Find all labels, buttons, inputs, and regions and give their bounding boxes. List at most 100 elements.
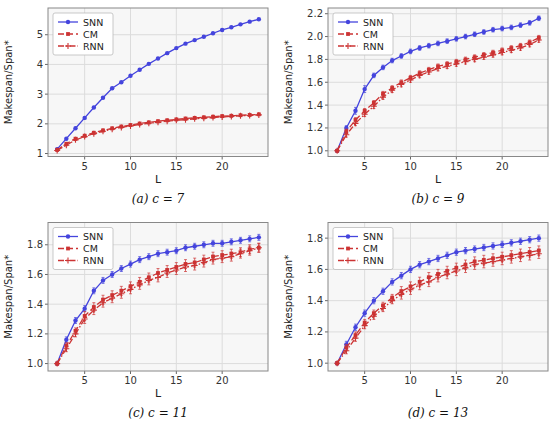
point (362, 87, 366, 91)
y-grid-line (328, 300, 548, 301)
series (335, 235, 541, 365)
y-tick-label: 1.4 (307, 295, 323, 306)
error-bar (193, 243, 196, 249)
y-grid-line (328, 127, 548, 128)
legend-label: CM (83, 29, 98, 40)
point (527, 42, 533, 48)
legend-box (53, 228, 113, 270)
point (463, 34, 467, 38)
point (164, 270, 170, 276)
point (426, 279, 432, 285)
x-tick-label: 20 (216, 161, 229, 172)
point (482, 30, 486, 34)
point (247, 19, 251, 23)
error-bar (473, 246, 476, 252)
legend: SNNCMRNN (53, 13, 113, 55)
series-line (57, 114, 259, 150)
point (155, 274, 161, 280)
legend-entry: SNN (58, 231, 103, 242)
plot-background (328, 223, 548, 372)
point (537, 236, 541, 240)
error-bar (147, 254, 150, 260)
error-bar (437, 41, 440, 46)
plot-background (328, 8, 548, 157)
point (445, 253, 449, 257)
error-bar (409, 266, 412, 272)
error-bar (354, 324, 357, 330)
point (362, 311, 366, 315)
legend-entry: SNN (338, 231, 383, 242)
point (155, 119, 161, 125)
x-axis-label: L (155, 387, 162, 400)
point (228, 113, 234, 119)
point (64, 136, 68, 140)
point (380, 94, 386, 100)
error-bar (464, 34, 467, 39)
point (257, 235, 261, 239)
point (73, 137, 79, 143)
point (211, 31, 215, 35)
legend-label: SNN (83, 231, 103, 242)
point (82, 316, 88, 322)
y-tick-label: 1.8 (27, 239, 43, 250)
subplot-caption: (c) c = 11 (128, 406, 188, 420)
point (247, 248, 253, 254)
series (55, 17, 261, 151)
error-bar (129, 261, 132, 267)
legend-entry: RNN (58, 41, 104, 52)
series-line (57, 248, 259, 364)
point (82, 116, 86, 120)
point (362, 111, 368, 117)
y-tick-label: 1.8 (307, 233, 323, 244)
error-bar (427, 43, 430, 48)
y-tick-label: 4 (37, 59, 43, 70)
y-tick-label: 1.8 (307, 54, 323, 65)
y-axis-label: Makespan/Span* (3, 40, 14, 124)
point (119, 80, 123, 84)
error-bar (372, 298, 375, 304)
error-bar (221, 240, 224, 246)
legend-label: RNN (363, 41, 384, 52)
point (518, 239, 522, 243)
y-tick-label: 1.0 (27, 358, 43, 369)
point (427, 259, 431, 263)
error-bar (138, 257, 141, 263)
x-tick-label: 15 (450, 161, 463, 172)
point (472, 262, 478, 268)
point (183, 264, 189, 270)
y-grid-line (328, 82, 548, 83)
legend-entry: RNN (58, 255, 104, 266)
point (137, 121, 143, 127)
point (147, 62, 151, 66)
error-bar (83, 306, 86, 312)
x-tick-label: 10 (124, 161, 137, 172)
error-bar (166, 249, 169, 255)
series (54, 112, 262, 154)
subplot: 1.01.21.41.61.85101520LMakespan/Span*(d)… (283, 223, 548, 421)
point (500, 26, 504, 30)
point (202, 35, 206, 39)
data-area (54, 17, 262, 153)
point (509, 25, 513, 29)
point (211, 241, 215, 245)
error-bar (92, 288, 95, 294)
point (444, 63, 450, 69)
point (210, 115, 216, 121)
point (183, 246, 187, 250)
x-tick-label: 15 (170, 375, 183, 386)
point (229, 240, 233, 244)
point (372, 73, 376, 77)
x-grid-line (176, 8, 177, 157)
point (454, 37, 458, 41)
point (73, 126, 77, 130)
legend-label: CM (363, 243, 378, 254)
y-tick-label: 1.6 (307, 77, 323, 88)
y-tick-label: 2 (37, 118, 43, 129)
subplot-caption: (d) c = 13 (408, 406, 469, 420)
point (219, 114, 225, 120)
y-grid-line (328, 150, 548, 151)
legend-label: SNN (363, 231, 383, 242)
error-bar (248, 236, 251, 242)
y-tick-label: 3 (37, 89, 43, 100)
legend-swatch-marker (65, 258, 71, 264)
